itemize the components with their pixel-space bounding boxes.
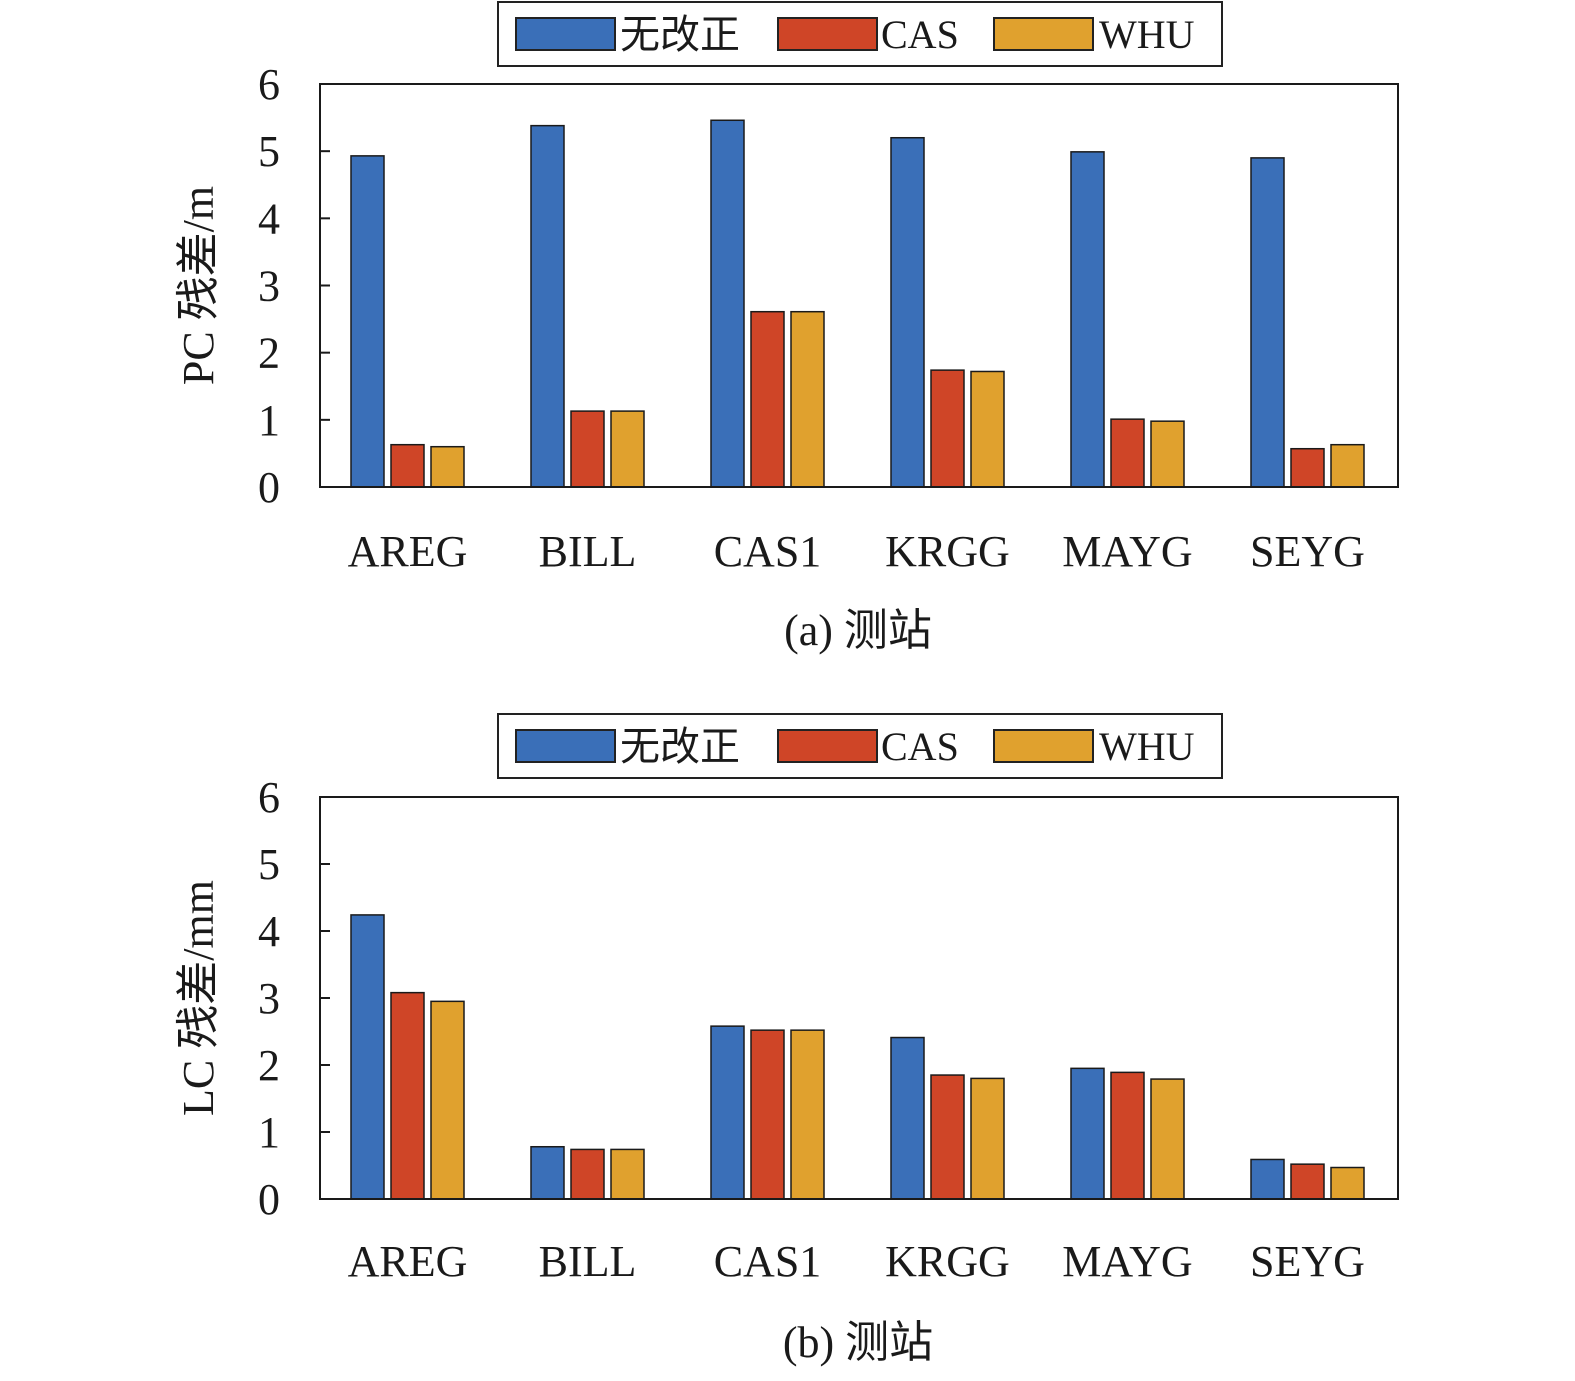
legend-label: WHU bbox=[1099, 12, 1195, 57]
bar bbox=[390, 443, 425, 488]
x-tick-label: MAYG bbox=[1062, 1237, 1192, 1286]
bar bbox=[1150, 420, 1185, 488]
plot-frame bbox=[319, 796, 1399, 1200]
bar bbox=[530, 1145, 565, 1200]
y-tick-label: 6 bbox=[258, 773, 280, 822]
bar bbox=[610, 1148, 645, 1200]
bar bbox=[1150, 1078, 1185, 1200]
bar bbox=[970, 370, 1005, 488]
x-tick-label: MAYG bbox=[1062, 527, 1192, 576]
bar bbox=[1250, 157, 1285, 488]
legend-swatch bbox=[777, 729, 878, 763]
plot-frame bbox=[319, 83, 1399, 488]
bar bbox=[710, 119, 745, 488]
bar bbox=[1290, 447, 1325, 488]
y-tick-label: 1 bbox=[258, 396, 280, 445]
legend-swatch bbox=[777, 17, 878, 51]
y-tick-label: 6 bbox=[258, 60, 280, 109]
x-tick-label: SEYG bbox=[1250, 1237, 1365, 1286]
legend-label: CAS bbox=[881, 12, 959, 57]
legend-label: CAS bbox=[881, 724, 959, 769]
bar bbox=[790, 310, 825, 488]
legend-swatch bbox=[515, 729, 616, 763]
bar bbox=[1110, 1071, 1145, 1200]
bar bbox=[430, 445, 465, 488]
bar bbox=[350, 155, 385, 488]
bar bbox=[350, 914, 385, 1200]
bar bbox=[1070, 1067, 1105, 1200]
legend-swatch bbox=[993, 17, 1094, 51]
legend-swatch bbox=[515, 17, 616, 51]
bar bbox=[1110, 418, 1145, 488]
bar bbox=[930, 369, 965, 488]
y-tick-label: 0 bbox=[258, 1175, 280, 1224]
y-tick-label: 4 bbox=[258, 194, 280, 243]
legend-label: 无改正 bbox=[620, 724, 740, 769]
x-axis-label: (b) 测站 bbox=[783, 1318, 933, 1367]
chart-panel-b: 无改正 CAS WHU AREG BILL CAS1 KRGG MAYG SEYG 0 1 2 3 4 5 6… bbox=[174, 713, 1399, 1367]
bar bbox=[890, 1036, 925, 1200]
bar bbox=[930, 1074, 965, 1200]
legend: 无改正 CAS WHU bbox=[497, 1, 1223, 67]
bar bbox=[430, 1000, 465, 1200]
bar bbox=[890, 136, 925, 488]
x-tick-label: CAS1 bbox=[714, 527, 822, 576]
chart-panel-a: 无改正 CAS WHU AREG BILL CAS1 KRGG MAYG SEYG 0 1 2 3 4 5 6… bbox=[174, 1, 1399, 655]
y-tick-label: 5 bbox=[258, 840, 280, 889]
bar bbox=[1070, 151, 1105, 488]
bar bbox=[790, 1029, 825, 1200]
x-tick-label: BILL bbox=[539, 527, 637, 576]
bar bbox=[750, 310, 785, 488]
x-tick-label: BILL bbox=[539, 1237, 637, 1286]
x-axis-label: (a) 测站 bbox=[784, 606, 932, 655]
y-tick-label: 2 bbox=[258, 1041, 280, 1090]
y-tick-label: 2 bbox=[258, 329, 280, 378]
y-tick-label: 3 bbox=[258, 974, 280, 1023]
y-tick-label: 5 bbox=[258, 127, 280, 176]
bar bbox=[570, 1148, 605, 1200]
legend: 无改正 CAS WHU bbox=[497, 713, 1223, 779]
legend-label: 无改正 bbox=[620, 12, 740, 57]
y-axis-label: PC 残差/m bbox=[174, 186, 223, 385]
x-tick-label: AREG bbox=[348, 1237, 468, 1286]
legend-label: WHU bbox=[1099, 724, 1195, 769]
bar bbox=[710, 1025, 745, 1200]
bar bbox=[610, 410, 645, 488]
legend-swatch bbox=[993, 729, 1094, 763]
bar bbox=[530, 124, 565, 488]
bar bbox=[970, 1077, 1005, 1200]
y-tick-label: 4 bbox=[258, 907, 280, 956]
y-tick-label: 1 bbox=[258, 1108, 280, 1157]
bar bbox=[1330, 1166, 1365, 1200]
bar bbox=[390, 991, 425, 1200]
y-axis-label: LC 残差/mm bbox=[174, 880, 223, 1116]
y-tick-label: 0 bbox=[258, 463, 280, 512]
x-tick-label: KRGG bbox=[885, 1237, 1010, 1286]
bar bbox=[570, 410, 605, 488]
bar bbox=[750, 1029, 785, 1200]
x-tick-label: SEYG bbox=[1250, 527, 1365, 576]
x-tick-label: KRGG bbox=[885, 527, 1010, 576]
bar bbox=[1330, 443, 1365, 488]
bar bbox=[1290, 1163, 1325, 1200]
x-tick-label: AREG bbox=[348, 527, 468, 576]
bar bbox=[1250, 1158, 1285, 1200]
x-tick-label: CAS1 bbox=[714, 1237, 822, 1286]
y-tick-label: 3 bbox=[258, 262, 280, 311]
